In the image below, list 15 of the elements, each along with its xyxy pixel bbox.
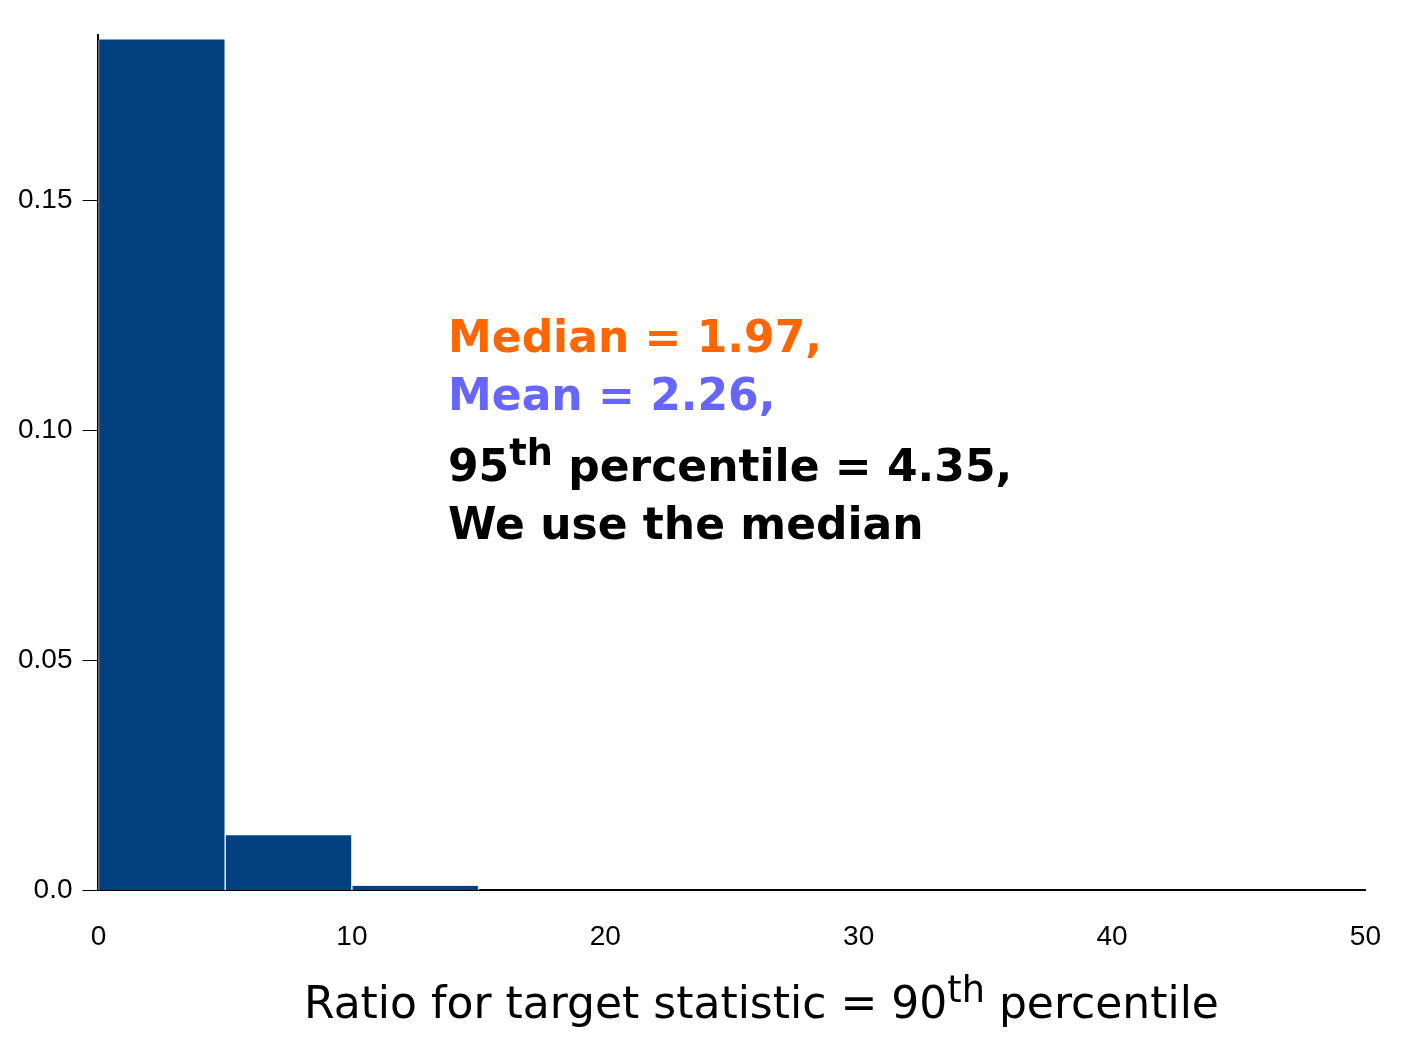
x-axis-title: Ratio for target statistic = 90$^{th}$ percentile bbox=[303, 968, 1220, 1028]
y-tick-label: 0.15 bbox=[18, 183, 73, 215]
x-tick-label: 20 bbox=[589, 919, 621, 951]
x-tick-label: 10 bbox=[336, 919, 368, 951]
y-tick-label: 0.05 bbox=[18, 643, 73, 675]
x-tick-label: 40 bbox=[1096, 919, 1128, 951]
x-tick-label: 50 bbox=[1349, 919, 1382, 951]
x-tick-label: 30 bbox=[843, 919, 875, 951]
annotation: 95$^{th}$ percentile = 4.35, bbox=[448, 430, 1013, 493]
annotation: Median = 1.97, bbox=[448, 310, 823, 364]
y-tick-label: 0.10 bbox=[18, 413, 73, 445]
annotation: Mean = 2.26, bbox=[448, 368, 777, 422]
annotation: We use the median bbox=[448, 496, 925, 551]
y-tick-label: 0.0 bbox=[33, 873, 73, 905]
x-tick-label: 0 bbox=[90, 919, 107, 951]
